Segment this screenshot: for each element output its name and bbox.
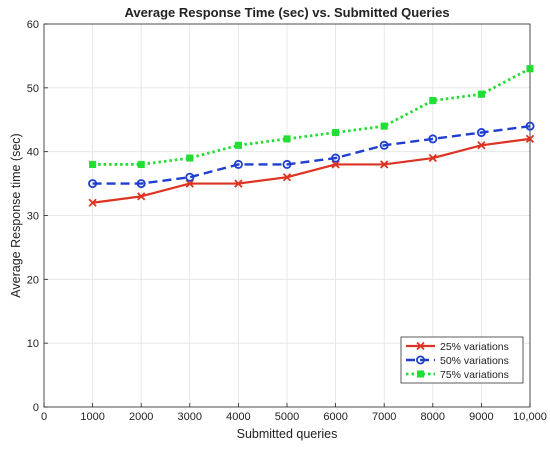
- data-point: [88, 179, 98, 189]
- data-point: [476, 128, 486, 138]
- data-point: [233, 159, 243, 169]
- x-tick-label: 1000: [80, 411, 104, 423]
- axis-ticks: 0 1000 2000 3000 4000 5000 6000 7000 8000 9000 10,…: [27, 19, 547, 423]
- y-tick-label: 30: [27, 211, 39, 223]
- data-point: [185, 179, 194, 188]
- legend-label: 75% variations: [440, 369, 509, 381]
- series-1: [88, 134, 535, 207]
- legend-item: 25% variations: [406, 341, 509, 353]
- y-tick-label: 40: [27, 147, 39, 159]
- y-tick-label: 60: [27, 19, 39, 31]
- legend-marker: [416, 370, 425, 378]
- data-point: [89, 160, 97, 168]
- legend-label: 50% variations: [440, 355, 509, 367]
- data-point: [525, 134, 535, 144]
- data-point: [136, 179, 146, 189]
- data-point: [137, 192, 146, 201]
- x-tick-label: 5000: [275, 411, 299, 423]
- x-tick-label: 7000: [372, 411, 396, 423]
- data-point: [283, 135, 291, 143]
- legend-marker: [416, 341, 425, 351]
- y-axis-label: Average Response time (sec): [9, 133, 23, 297]
- x-tick-label: 6000: [323, 411, 347, 423]
- series-3: [89, 65, 534, 168]
- data-point: [88, 198, 97, 207]
- series-2: [88, 121, 535, 189]
- data-point: [331, 160, 340, 169]
- data-point: [526, 65, 534, 73]
- y-tick-label: 20: [27, 274, 39, 286]
- data-point: [525, 121, 535, 131]
- data-point: [332, 128, 340, 137]
- x-tick-label: 9000: [469, 411, 493, 423]
- chart-title: Average Response Time (sec) vs. Submitte…: [124, 5, 449, 20]
- data-point: [477, 90, 485, 98]
- data-point: [429, 97, 437, 105]
- y-tick-label: 10: [27, 338, 39, 350]
- data-point: [380, 160, 389, 169]
- x-tick-label: 2000: [129, 411, 153, 423]
- x-tick-label: 8000: [421, 411, 445, 423]
- x-axis-label: Submitted queries: [237, 427, 338, 441]
- data-point: [234, 179, 243, 188]
- x-tick-label: 10,000: [513, 411, 547, 423]
- data-point: [185, 172, 195, 182]
- legend-item: 50% variations: [406, 355, 509, 367]
- data-point: [137, 160, 145, 168]
- y-tick-label: 50: [27, 83, 39, 95]
- data-point: [282, 173, 292, 182]
- x-tick-label: 0: [41, 411, 47, 423]
- data-point: [380, 122, 388, 130]
- data-point: [428, 134, 438, 144]
- series-group: [88, 65, 535, 207]
- x-tick-label: 3000: [178, 411, 202, 423]
- data-point: [331, 153, 341, 163]
- legend-item: 75% variations: [406, 369, 509, 381]
- data-point: [186, 154, 194, 162]
- series-line: [92, 67, 531, 166]
- y-tick-label: 0: [33, 402, 39, 414]
- data-point: [379, 140, 389, 150]
- data-point: [477, 141, 486, 150]
- legend: 25% variations 50% variations 75% variatio…: [400, 336, 524, 384]
- legend-marker: [415, 355, 425, 365]
- data-point: [428, 153, 437, 163]
- series-line: [92, 137, 531, 204]
- x-tick-label: 4000: [226, 411, 250, 423]
- series-line: [92, 124, 531, 185]
- data-point: [234, 141, 242, 149]
- legend-label: 25% variations: [440, 341, 509, 353]
- data-point: [282, 159, 292, 169]
